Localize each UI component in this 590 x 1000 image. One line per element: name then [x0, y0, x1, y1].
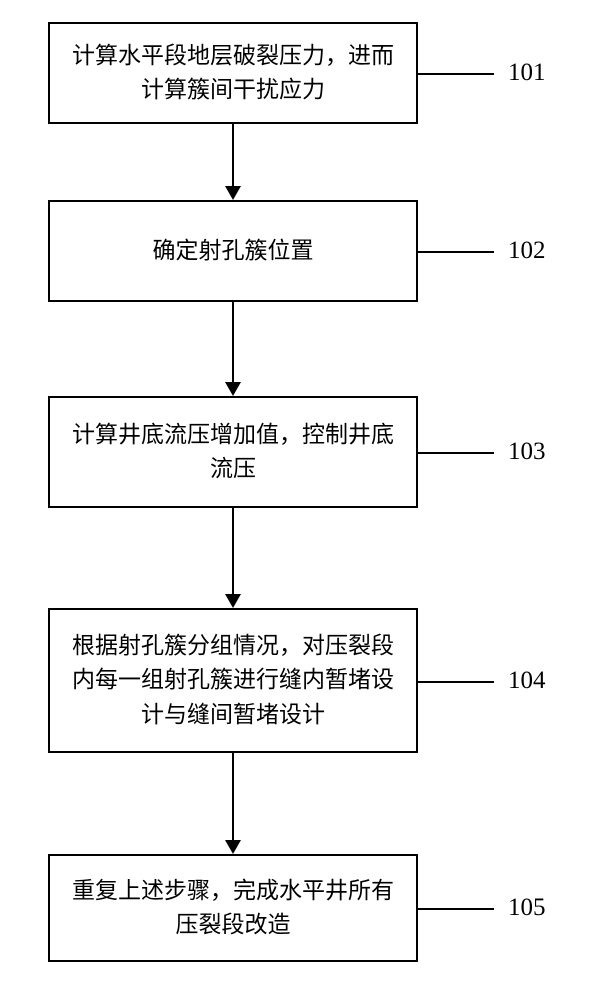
step-box-103: 计算井底流压增加值，控制井底流压	[48, 396, 418, 508]
arrow-line	[232, 124, 234, 186]
arrow-head	[225, 840, 241, 854]
arrow-head	[225, 382, 241, 396]
connector-line	[418, 908, 494, 910]
arrow-line	[232, 302, 234, 382]
arrow-line	[232, 753, 234, 840]
step-label-103: 103	[508, 438, 546, 466]
step-box-101: 计算水平段地层破裂压力，进而计算簇间干扰应力	[48, 22, 418, 124]
step-label-101: 101	[508, 59, 546, 87]
step-label-104: 104	[508, 667, 546, 695]
step-box-105: 重复上述步骤，完成水平井所有压裂段改造	[48, 854, 418, 962]
step-text: 确定射孔簇位置	[153, 234, 314, 269]
arrow-line	[232, 508, 234, 594]
step-text: 根据射孔簇分组情况，对压裂段内每一组射孔簇进行缝内暂堵设计与缝间暂堵设计	[62, 629, 404, 733]
flowchart-container: 计算水平段地层破裂压力，进而计算簇间干扰应力 101 确定射孔簇位置 102 计…	[0, 0, 590, 1000]
step-label-102: 102	[508, 237, 546, 265]
step-box-102: 确定射孔簇位置	[48, 200, 418, 302]
connector-line	[418, 251, 494, 253]
arrow-head	[225, 594, 241, 608]
step-text: 重复上述步骤，完成水平井所有压裂段改造	[62, 874, 404, 943]
step-box-104: 根据射孔簇分组情况，对压裂段内每一组射孔簇进行缝内暂堵设计与缝间暂堵设计	[48, 608, 418, 753]
arrow-head	[225, 186, 241, 200]
step-label-105: 105	[508, 894, 546, 922]
connector-line	[418, 681, 494, 683]
step-text: 计算井底流压增加值，控制井底流压	[62, 418, 404, 487]
step-text: 计算水平段地层破裂压力，进而计算簇间干扰应力	[62, 39, 404, 108]
connector-line	[418, 73, 494, 75]
connector-line	[418, 452, 494, 454]
